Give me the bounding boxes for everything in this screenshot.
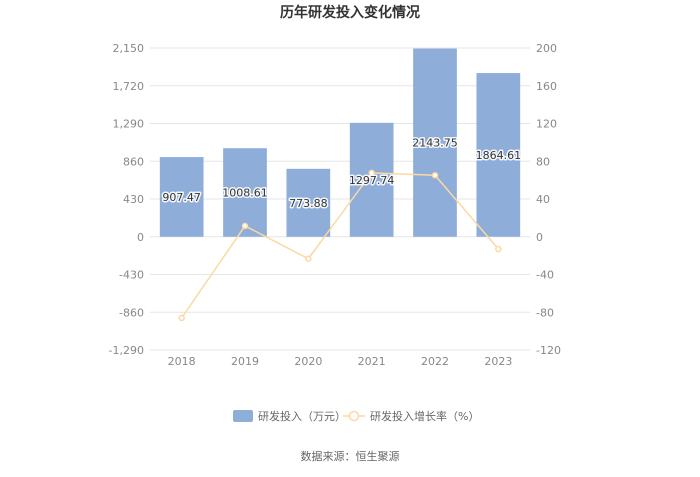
source-text: 数据来源：恒生聚源	[301, 449, 400, 463]
growth-point-2022	[431, 171, 439, 179]
line-series	[178, 169, 502, 322]
legend-bar-swatch	[233, 410, 253, 422]
left-axis-tick-label: -430	[119, 269, 144, 282]
bar-label-2021: 1297.74	[349, 174, 395, 187]
bar-label-2022: 2143.75	[412, 137, 458, 150]
growth-point-2023	[495, 245, 502, 253]
bar-label-halo: 2143.75	[412, 137, 458, 150]
axis-labels: 2,150 1,720 1,290 860 430 0 -430 -860 -1,290 200 1…	[109, 42, 561, 368]
legend: 研发投入（万元） 研发投入增长率（%）	[233, 409, 479, 423]
bar-series	[159, 48, 521, 237]
growth-rate-line	[181, 172, 499, 319]
bar-label-halo: 907.47	[162, 191, 201, 204]
right-axis-tick-label: 120	[536, 118, 557, 131]
legend-item-line[interactable]: 研发投入增长率（%）	[343, 409, 479, 423]
left-axis-tick-label: -860	[119, 306, 144, 319]
left-axis-tick-label: 430	[123, 193, 144, 206]
left-axis-tick-label: -1,290	[109, 344, 144, 357]
bar-label-2018: 907.47	[162, 191, 201, 204]
growth-point-2019	[241, 222, 249, 230]
bar-label-halo: 1008.61	[222, 186, 268, 199]
x-axis-tick-label: 2022	[421, 355, 449, 368]
bar-2020	[286, 168, 331, 237]
bar-2023	[476, 73, 521, 237]
right-axis-tick-label: 40	[536, 193, 550, 206]
x-axis-tick-label: 2021	[358, 355, 386, 368]
right-axis-tick-label: -40	[536, 269, 554, 282]
bar-label-halo: 1864.61	[476, 149, 522, 162]
x-axis-tick-label: 2019	[231, 355, 259, 368]
bar-label-halo: 1297.74	[349, 174, 395, 187]
right-axis-tick-label: -80	[536, 306, 554, 319]
bar-2021	[349, 122, 394, 237]
x-axis-tick-label: 2023	[484, 355, 512, 368]
bar-label-2019: 1008.61	[222, 186, 268, 199]
bar-label-2020: 773.88	[289, 197, 328, 210]
left-axis-tick-label: 2,150	[113, 42, 145, 55]
right-axis-tick-label: 200	[536, 42, 557, 55]
bar-2018	[159, 157, 204, 237]
right-axis-tick-label: 80	[536, 155, 550, 168]
chart-title: 历年研发投入变化情况	[280, 4, 420, 21]
x-axis-tick-label: 2020	[294, 355, 322, 368]
grid-lines	[150, 47, 530, 351]
bar-2022	[413, 48, 457, 237]
legend-line-label: 研发投入增长率（%）	[370, 409, 479, 423]
legend-item-bar[interactable]: 研发投入（万元）	[233, 409, 346, 423]
left-axis-tick-label: 1,720	[113, 80, 145, 93]
left-axis-tick-label: 1,290	[113, 118, 145, 131]
bar-label-2023: 1864.61	[476, 149, 522, 162]
right-axis-tick-label: 0	[536, 231, 543, 244]
growth-point-2020	[305, 255, 312, 262]
legend-bar-label: 研发投入（万元）	[258, 409, 346, 423]
left-axis-tick-label: 0	[137, 231, 144, 244]
growth-point-2021	[368, 169, 375, 177]
right-axis-tick-label: 160	[536, 80, 557, 93]
bar-2019	[223, 148, 267, 237]
right-axis-tick-label: -120	[536, 344, 561, 357]
legend-line-marker	[348, 410, 360, 422]
growth-point-2018	[178, 314, 185, 322]
bar-label-halo: 773.88	[289, 197, 328, 210]
x-axis-tick-label: 2018	[168, 355, 196, 368]
left-axis-tick-label: 860	[123, 155, 144, 168]
